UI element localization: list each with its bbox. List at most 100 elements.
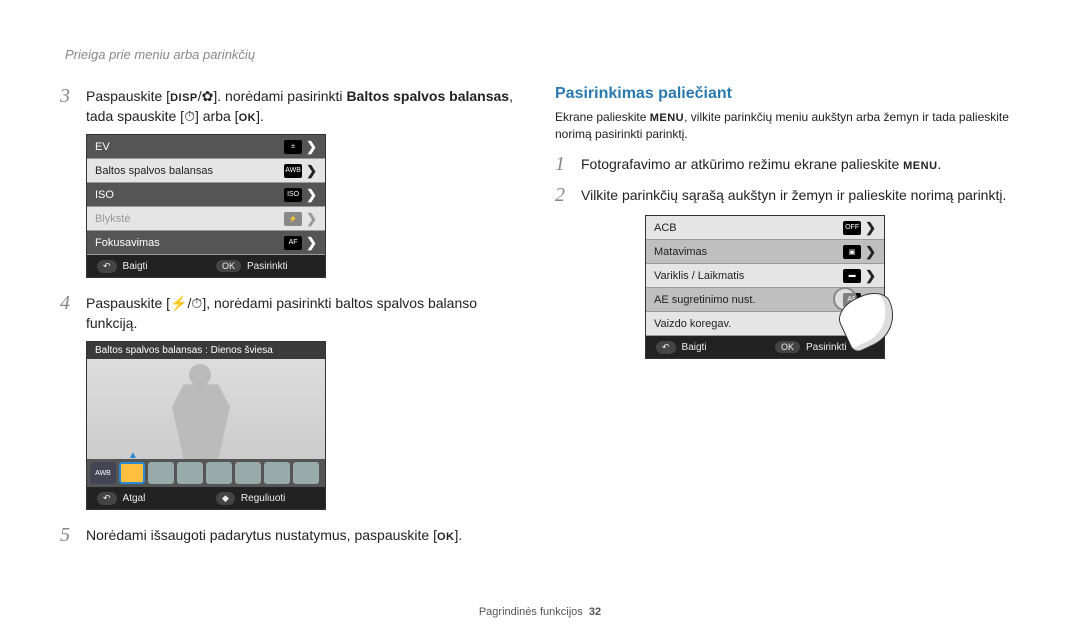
menu-item-metering[interactable]: Matavimas ▣❯ [646,240,884,264]
wb-option-7[interactable] [264,462,290,484]
t: Ekrane palieskite [555,110,650,124]
wb-thumbs: AWB [87,459,325,487]
adjust-label: Reguliuoti [241,493,285,504]
back-button[interactable]: ↶ Atgal [87,487,206,509]
menu-icon: MENU [903,160,937,172]
back-button[interactable]: ↶ Baigti [646,336,765,358]
preview-title: Baltos spalvos balansas : Dienos šviesa [87,342,325,359]
label: AE sugretinimo nust. [654,294,756,306]
adjust-button[interactable]: ◆ Reguliuoti [206,487,325,509]
wb-option-3[interactable] [148,462,174,484]
chevron-icon: ❯ [306,139,317,155]
section-title: Pasirinkimas paliečiant [555,85,1020,103]
back-label: Atgal [123,493,146,504]
icons: ISO ❯ [284,187,317,203]
timer-icon: ⏱ [184,108,195,124]
t: ] arba [ [195,108,239,124]
back-label: Baigti [682,342,707,353]
value-icon: ⚡ [284,212,302,226]
label: EV [95,141,110,153]
back-icon: ↶ [656,341,676,354]
menu-icon: MENU [650,112,684,124]
step-2: 2 Vilkite parinkčių sąrašą aukštyn ir že… [555,184,1020,207]
t: Fotografavimo ar atkūrimo režimu ekrane … [581,156,903,172]
bold-label: Baltos spalvos balansas [346,88,509,104]
t: Paspauskite [ [86,88,170,104]
step-number-5: 5 [60,524,76,547]
adjust-icon: ◆ [216,492,235,505]
label: Variklis / Laikmatis [654,270,744,282]
chevron-icon: ❯ [306,235,317,251]
step-1-text: Fotografavimo ar atkūrimo režimu ekrane … [581,153,941,176]
chevron-icon: ❯ [865,220,876,236]
back-label: Baigti [123,261,148,272]
bolt-icon: ⚡ [170,295,187,311]
icons: ▣❯ [843,244,876,260]
icons: AWB❯ [284,163,317,179]
menu-item-iso[interactable]: ISO ISO ❯ [87,183,325,207]
icons: ▬❯ [843,268,876,284]
label: ACB [654,222,677,234]
step-2-text: Vilkite parinkčių sąrašą aukštyn ir žemy… [581,184,1006,207]
camera-menu-1: EV ±❯ Baltos spalvos balansas AWB❯ ISO I… [86,134,326,278]
menu-item-flash: Blykstė ⚡ ❯ [87,207,325,231]
label: Vaizdo koregav. [654,318,731,330]
menu-item-drive[interactable]: Variklis / Laikmatis ▬❯ [646,264,884,288]
preview-body [87,359,325,459]
t: ]. [256,108,264,124]
wb-option-daylight[interactable] [119,462,145,484]
back-icon: ↶ [97,260,117,273]
menu-item-focus[interactable]: Fokusavimas AF ❯ [87,231,325,255]
label: Baltos spalvos balansas [95,165,213,177]
step-3-text: Paspauskite [DISP/✿]. norėdami pasirinkt… [86,85,525,126]
value-icon: ± [284,140,302,154]
wb-option-5[interactable] [206,462,232,484]
ok-label: Pasirinkti [247,261,288,272]
content: 3 Paspauskite [DISP/✿]. norėdami pasirin… [60,85,1020,555]
menu-item-acb[interactable]: ACB OFF ❯ [646,216,884,240]
chevron-icon: ❯ [306,211,317,227]
step-3: 3 Paspauskite [DISP/✿]. norėdami pasirin… [60,85,525,126]
timer-icon: ⏱ [191,295,202,311]
wb-option-4[interactable] [177,462,203,484]
ok-button[interactable]: OK Pasirinkti [206,255,325,277]
label: Fokusavimas [95,237,160,249]
label: Matavimas [654,246,707,258]
label: ISO [95,189,114,201]
wb-option-awb[interactable]: AWB [90,462,116,484]
disp-icon: DISP [170,92,198,104]
page-footer: Pagrindinės funkcijos 32 [0,606,1080,618]
chevron-icon: ❯ [306,187,317,203]
value-icon: ISO [284,188,302,202]
step-number-3: 3 [60,85,76,126]
value-icon: AF [284,236,302,250]
ok-icon: OK [239,112,257,124]
step-4-text: Paspauskite [⚡/⏱], norėdami pasirinkti b… [86,292,525,333]
flower-icon: ✿ [202,88,214,104]
wb-option-8[interactable] [293,462,319,484]
step-number-1: 1 [555,153,571,176]
t: Paspauskite [ [86,295,170,311]
ok-pill-icon: OK [775,341,800,353]
person-silhouette-icon [167,364,237,459]
icons: ±❯ [284,139,317,155]
wb-option-6[interactable] [235,462,261,484]
t: Norėdami išsaugoti padarytus nustatymus,… [86,527,437,543]
step-1: 1 Fotografavimo ar atkūrimo režimu ekran… [555,153,1020,176]
left-column: 3 Paspauskite [DISP/✿]. norėdami pasirin… [60,85,525,555]
value-icon: OFF [843,221,861,235]
step-5: 5 Norėdami išsaugoti padarytus nustatymu… [60,524,525,547]
back-button[interactable]: ↶ Baigti [87,255,206,277]
label: Blykstė [95,213,130,225]
ok-icon: OK [437,531,455,543]
step-number-2: 2 [555,184,571,207]
step-number-4: 4 [60,292,76,333]
menu-item-wb[interactable]: Baltos spalvos balansas AWB❯ [87,159,325,183]
back-icon: ↶ [97,492,117,505]
chevron-icon: ❯ [306,163,317,179]
ok-pill-icon: OK [216,260,241,272]
menu-item-ev[interactable]: EV ±❯ [87,135,325,159]
chevron-icon: ❯ [865,244,876,260]
footer-label: Pagrindinės funkcijos [479,606,583,618]
icons: AF ❯ [284,235,317,251]
